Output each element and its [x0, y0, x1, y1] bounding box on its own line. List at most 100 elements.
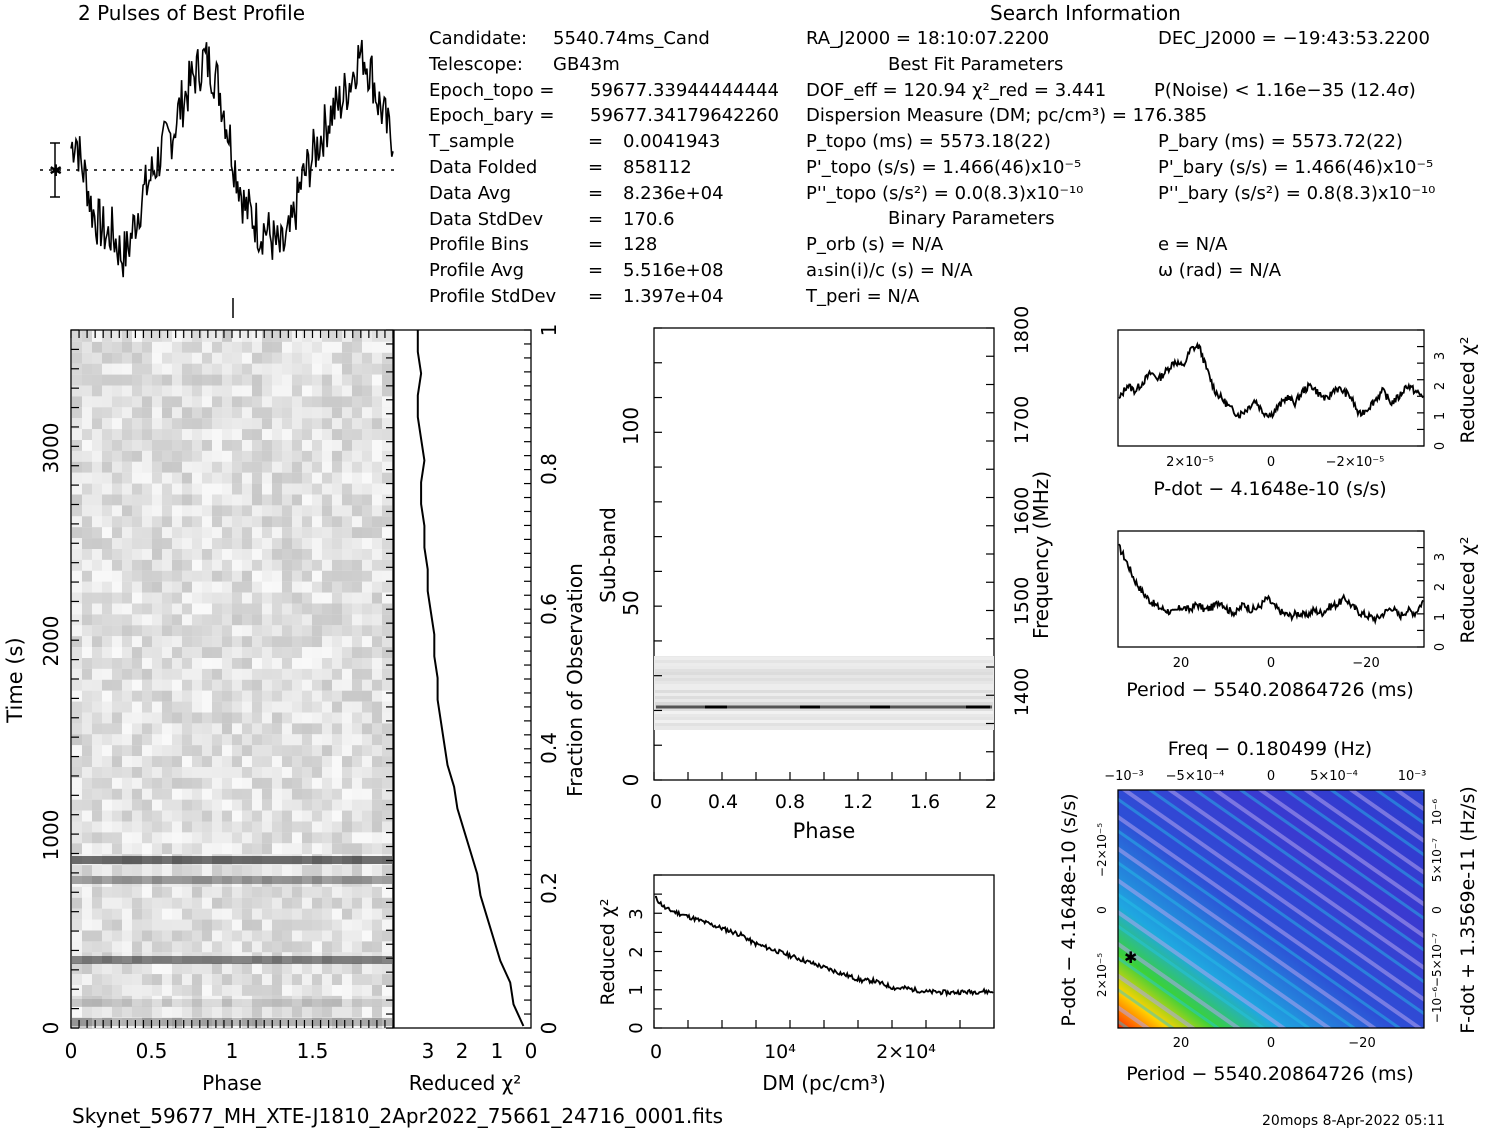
time-phase-cell: [192, 701, 202, 713]
time-phase-cell: [82, 494, 92, 506]
time-phase-cell: [122, 908, 132, 920]
time-phase-cell: [312, 788, 322, 800]
time-phase-cell: [242, 777, 252, 789]
time-phase-cell: [382, 614, 392, 626]
time-phase-cell: [102, 777, 112, 789]
time-phase-cell: [82, 581, 92, 593]
time-phase-cell: [272, 647, 282, 658]
time-phase-cell: [172, 331, 182, 342]
time-phase-cell: [232, 603, 242, 615]
time-phase-cell: [102, 876, 112, 887]
time-phase-cell: [132, 527, 142, 539]
time-phase-cell: [252, 472, 262, 484]
time-phase-cell: [372, 756, 382, 767]
time-phase-cell: [362, 538, 372, 549]
time-phase-cell: [252, 788, 262, 800]
time-phase-cell: [182, 385, 192, 397]
time-phase-cell: [92, 843, 102, 855]
time-phase-cell: [332, 821, 342, 833]
time-phase-cell: [312, 876, 322, 887]
time-phase-cell: [382, 963, 392, 975]
time-phase-cell: [172, 995, 182, 1007]
time-phase-cell: [92, 952, 102, 964]
time-phase-cell: [82, 679, 92, 691]
time-phase-cell: [282, 603, 292, 615]
time-phase-cell: [312, 919, 322, 931]
time-phase-cell: [342, 952, 352, 964]
time-phase-cell: [302, 538, 312, 549]
time-phase-ytick: 2000: [39, 616, 63, 667]
time-phase-cell: [382, 690, 392, 702]
footer-stamp: 20mops 8-Apr-2022 05:11: [1262, 1113, 1446, 1129]
time-phase-cell: [112, 821, 122, 833]
time-phase-cell: [202, 974, 212, 985]
time-phase-cell: [152, 331, 162, 342]
time-phase-cell: [302, 734, 312, 746]
time-phase-cell: [312, 1017, 322, 1029]
time-phase-cell: [182, 472, 192, 484]
time-phase-cell: [222, 897, 232, 909]
time-phase-cell: [162, 679, 172, 691]
freq-tick: 1800: [1011, 306, 1033, 354]
time-phase-cell: [342, 799, 352, 811]
time-phase-cell: [182, 505, 192, 517]
time-phase-cell: [312, 756, 322, 767]
time-phase-cell: [292, 592, 302, 604]
fraction-tick: 0: [537, 1022, 561, 1035]
period-chi2-series: [1118, 543, 1424, 626]
time-phase-cell: [312, 516, 322, 528]
time-phase-cell: [102, 450, 112, 462]
time-phase-cell: [212, 559, 222, 571]
time-phase-cell: [192, 592, 202, 604]
time-phase-cell: [102, 396, 112, 408]
time-phase-cell: [252, 461, 262, 473]
info-left-value: 128: [623, 234, 658, 256]
time-phase-cell: [292, 1006, 302, 1018]
time-phase-cell: [222, 701, 232, 713]
time-phase-cell: [92, 810, 102, 822]
time-phase-cell: [222, 712, 232, 724]
time-phase-cell: [362, 821, 372, 833]
dm-ytick: 3: [626, 908, 647, 919]
binary-header: Binary Parameters: [888, 208, 1055, 229]
time-phase-cell: [142, 396, 152, 408]
time-phase-cell: [192, 745, 202, 757]
time-phase-cell: [232, 363, 242, 375]
time-phase-cell: [152, 592, 162, 604]
time-phase-cell: [92, 821, 102, 833]
time-phase-cell: [332, 767, 342, 778]
time-phase-cell: [212, 995, 222, 1007]
time-phase-cell: [72, 527, 82, 539]
time-phase-cell: [332, 374, 342, 386]
time-phase-cell: [372, 843, 382, 855]
time-phase-cell: [72, 941, 82, 953]
time-phase-cell: [312, 690, 322, 702]
time-phase-xtick: 0: [65, 1039, 78, 1063]
time-phase-cell: [272, 756, 282, 767]
time-phase-cell: [102, 1006, 112, 1018]
time-phase-cell: [212, 886, 222, 898]
time-phase-cell: [282, 876, 292, 887]
time-phase-cell: [122, 734, 132, 746]
time-phase-cell: [222, 407, 232, 419]
time-phase-cell: [212, 505, 222, 517]
time-phase-cell: [342, 876, 352, 887]
time-phase-cell: [122, 450, 132, 462]
time-phase-cell: [102, 799, 112, 811]
time-phase-cell: [142, 472, 152, 484]
time-phase-cell: [282, 712, 292, 724]
period-xlabel: Period − 5540.20864726 (ms): [1126, 679, 1414, 701]
time-phase-cell: [372, 712, 382, 724]
time-phase-cell: [192, 581, 202, 593]
ra-line: RA_J2000 = 18:10:07.2200: [806, 28, 1050, 49]
time-phase-cell: [292, 821, 302, 833]
time-phase-cell: [212, 1006, 222, 1018]
time-phase-cell: [332, 897, 342, 909]
time-phase-cell: [112, 756, 122, 767]
time-phase-cell: [282, 767, 292, 778]
time-phase-cell: [162, 897, 172, 909]
time-phase-cell: [332, 483, 342, 495]
time-phase-cell: [272, 658, 282, 669]
time-phase-cell: [362, 658, 372, 669]
time-phase-cell: [82, 734, 92, 746]
